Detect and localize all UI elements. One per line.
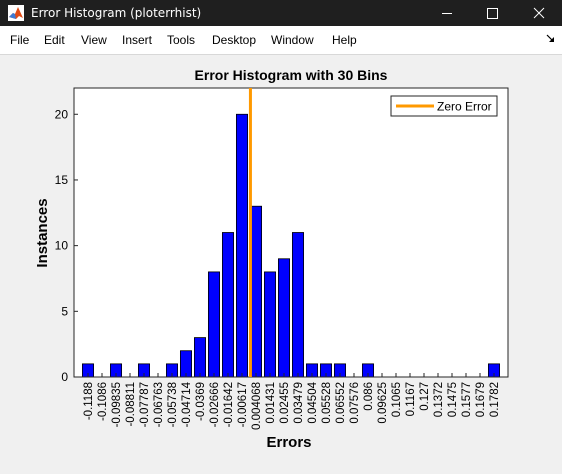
x-tick-label: -0.1086 <box>97 382 109 421</box>
y-tick-label: 5 <box>61 304 68 318</box>
x-axis-label: Errors <box>266 434 311 451</box>
menu-insert[interactable]: Insert <box>122 33 153 47</box>
x-tick-label: 0.1065 <box>391 382 403 417</box>
x-tick-label: 0.004068 <box>251 382 263 430</box>
x-tick-label: -0.0369 <box>195 382 207 421</box>
x-tick-label: -0.09835 <box>111 382 123 427</box>
x-tick-label: -0.06763 <box>153 382 165 427</box>
maximize-icon <box>487 8 498 19</box>
x-tick-label: 0.1782 <box>489 382 501 417</box>
menu-view[interactable]: View <box>81 33 107 47</box>
x-tick-label: -0.02666 <box>209 382 221 427</box>
legend-box <box>390 95 498 117</box>
histogram-bar[interactable] <box>249 205 262 378</box>
histogram-bar[interactable] <box>291 232 304 378</box>
histogram-bar[interactable] <box>277 258 290 378</box>
menu-window[interactable]: Window <box>271 33 314 47</box>
x-tick-label: 0.06552 <box>335 382 347 424</box>
legend-label: Zero Error <box>437 100 492 114</box>
error-histogram-chart: Error Histogram with 30 Bins 0 5 10 15 20 -0… <box>34 67 509 451</box>
axes-box <box>73 87 509 378</box>
x-tick-label: -0.1188 <box>83 382 95 420</box>
title-bar: Error Histogram (ploterrhist) <box>0 0 562 26</box>
close-button[interactable] <box>516 0 562 26</box>
y-tick-label: 20 <box>55 107 69 121</box>
y-tick-label: 10 <box>55 239 69 253</box>
x-tick-label: 0.1679 <box>475 382 487 417</box>
menu-desktop[interactable]: Desktop <box>212 33 257 47</box>
menu-bar: File Edit View Insert Tools Desktop Wind… <box>0 26 562 54</box>
x-tick-label: 0.1372 <box>433 382 445 417</box>
dock-arrow-icon[interactable] <box>546 34 556 44</box>
y-axis-label: Instances <box>34 198 51 267</box>
menu-help[interactable]: Help <box>332 33 357 47</box>
menu-separator <box>0 54 562 55</box>
histogram-bar[interactable] <box>207 271 220 378</box>
x-tick-label: 0.1577 <box>461 382 473 417</box>
x-tick-label: 0.086 <box>363 382 375 411</box>
x-tick-label: -0.05738 <box>167 382 179 427</box>
x-tick-label: 0.01431 <box>265 382 277 424</box>
x-tick-label: 0.05528 <box>321 382 333 424</box>
histogram-bar[interactable] <box>221 232 234 378</box>
y-tick-label: 0 <box>61 370 68 384</box>
x-tick-label: 0.02455 <box>279 382 291 424</box>
x-tick-label: -0.04714 <box>181 381 193 427</box>
minimize-icon <box>442 13 452 14</box>
x-tick-label: -0.01642 <box>223 382 235 427</box>
legend[interactable]: Zero Error <box>390 95 498 117</box>
x-tick-label: -0.08811 <box>125 382 137 427</box>
menu-edit[interactable]: Edit <box>44 33 65 47</box>
menu-tools[interactable]: Tools <box>167 33 196 47</box>
figure-area: Error Histogram with 30 Bins 0 5 10 15 20 -0… <box>0 55 562 474</box>
minimize-button[interactable] <box>424 0 470 26</box>
maximize-button[interactable] <box>470 0 516 26</box>
x-tick-label: 0.03479 <box>293 382 305 424</box>
close-icon <box>533 7 545 19</box>
plot-background[interactable] <box>74 88 508 377</box>
x-tick-label: 0.1475 <box>447 382 459 417</box>
chart-title: Error Histogram with 30 Bins <box>195 67 388 83</box>
x-tick-label: 0.07576 <box>349 382 361 424</box>
x-tick-label: 0.04504 <box>307 381 319 423</box>
x-tick-label: 0.09625 <box>377 382 389 424</box>
x-tick-label: -0.07787 <box>139 382 151 427</box>
histogram-bar[interactable] <box>263 271 276 378</box>
histogram-bar[interactable] <box>193 337 206 378</box>
y-tick-label: 15 <box>55 173 69 187</box>
window-title: Error Histogram (ploterrhist) <box>31 6 202 20</box>
x-tick-label: -0.00617 <box>237 382 249 427</box>
x-tick-label: 0.1167 <box>405 382 417 416</box>
menu-file[interactable]: File <box>10 33 30 47</box>
x-tick-label: 0.127 <box>419 382 431 411</box>
histogram-bar[interactable] <box>235 113 248 378</box>
matlab-icon <box>8 5 24 21</box>
